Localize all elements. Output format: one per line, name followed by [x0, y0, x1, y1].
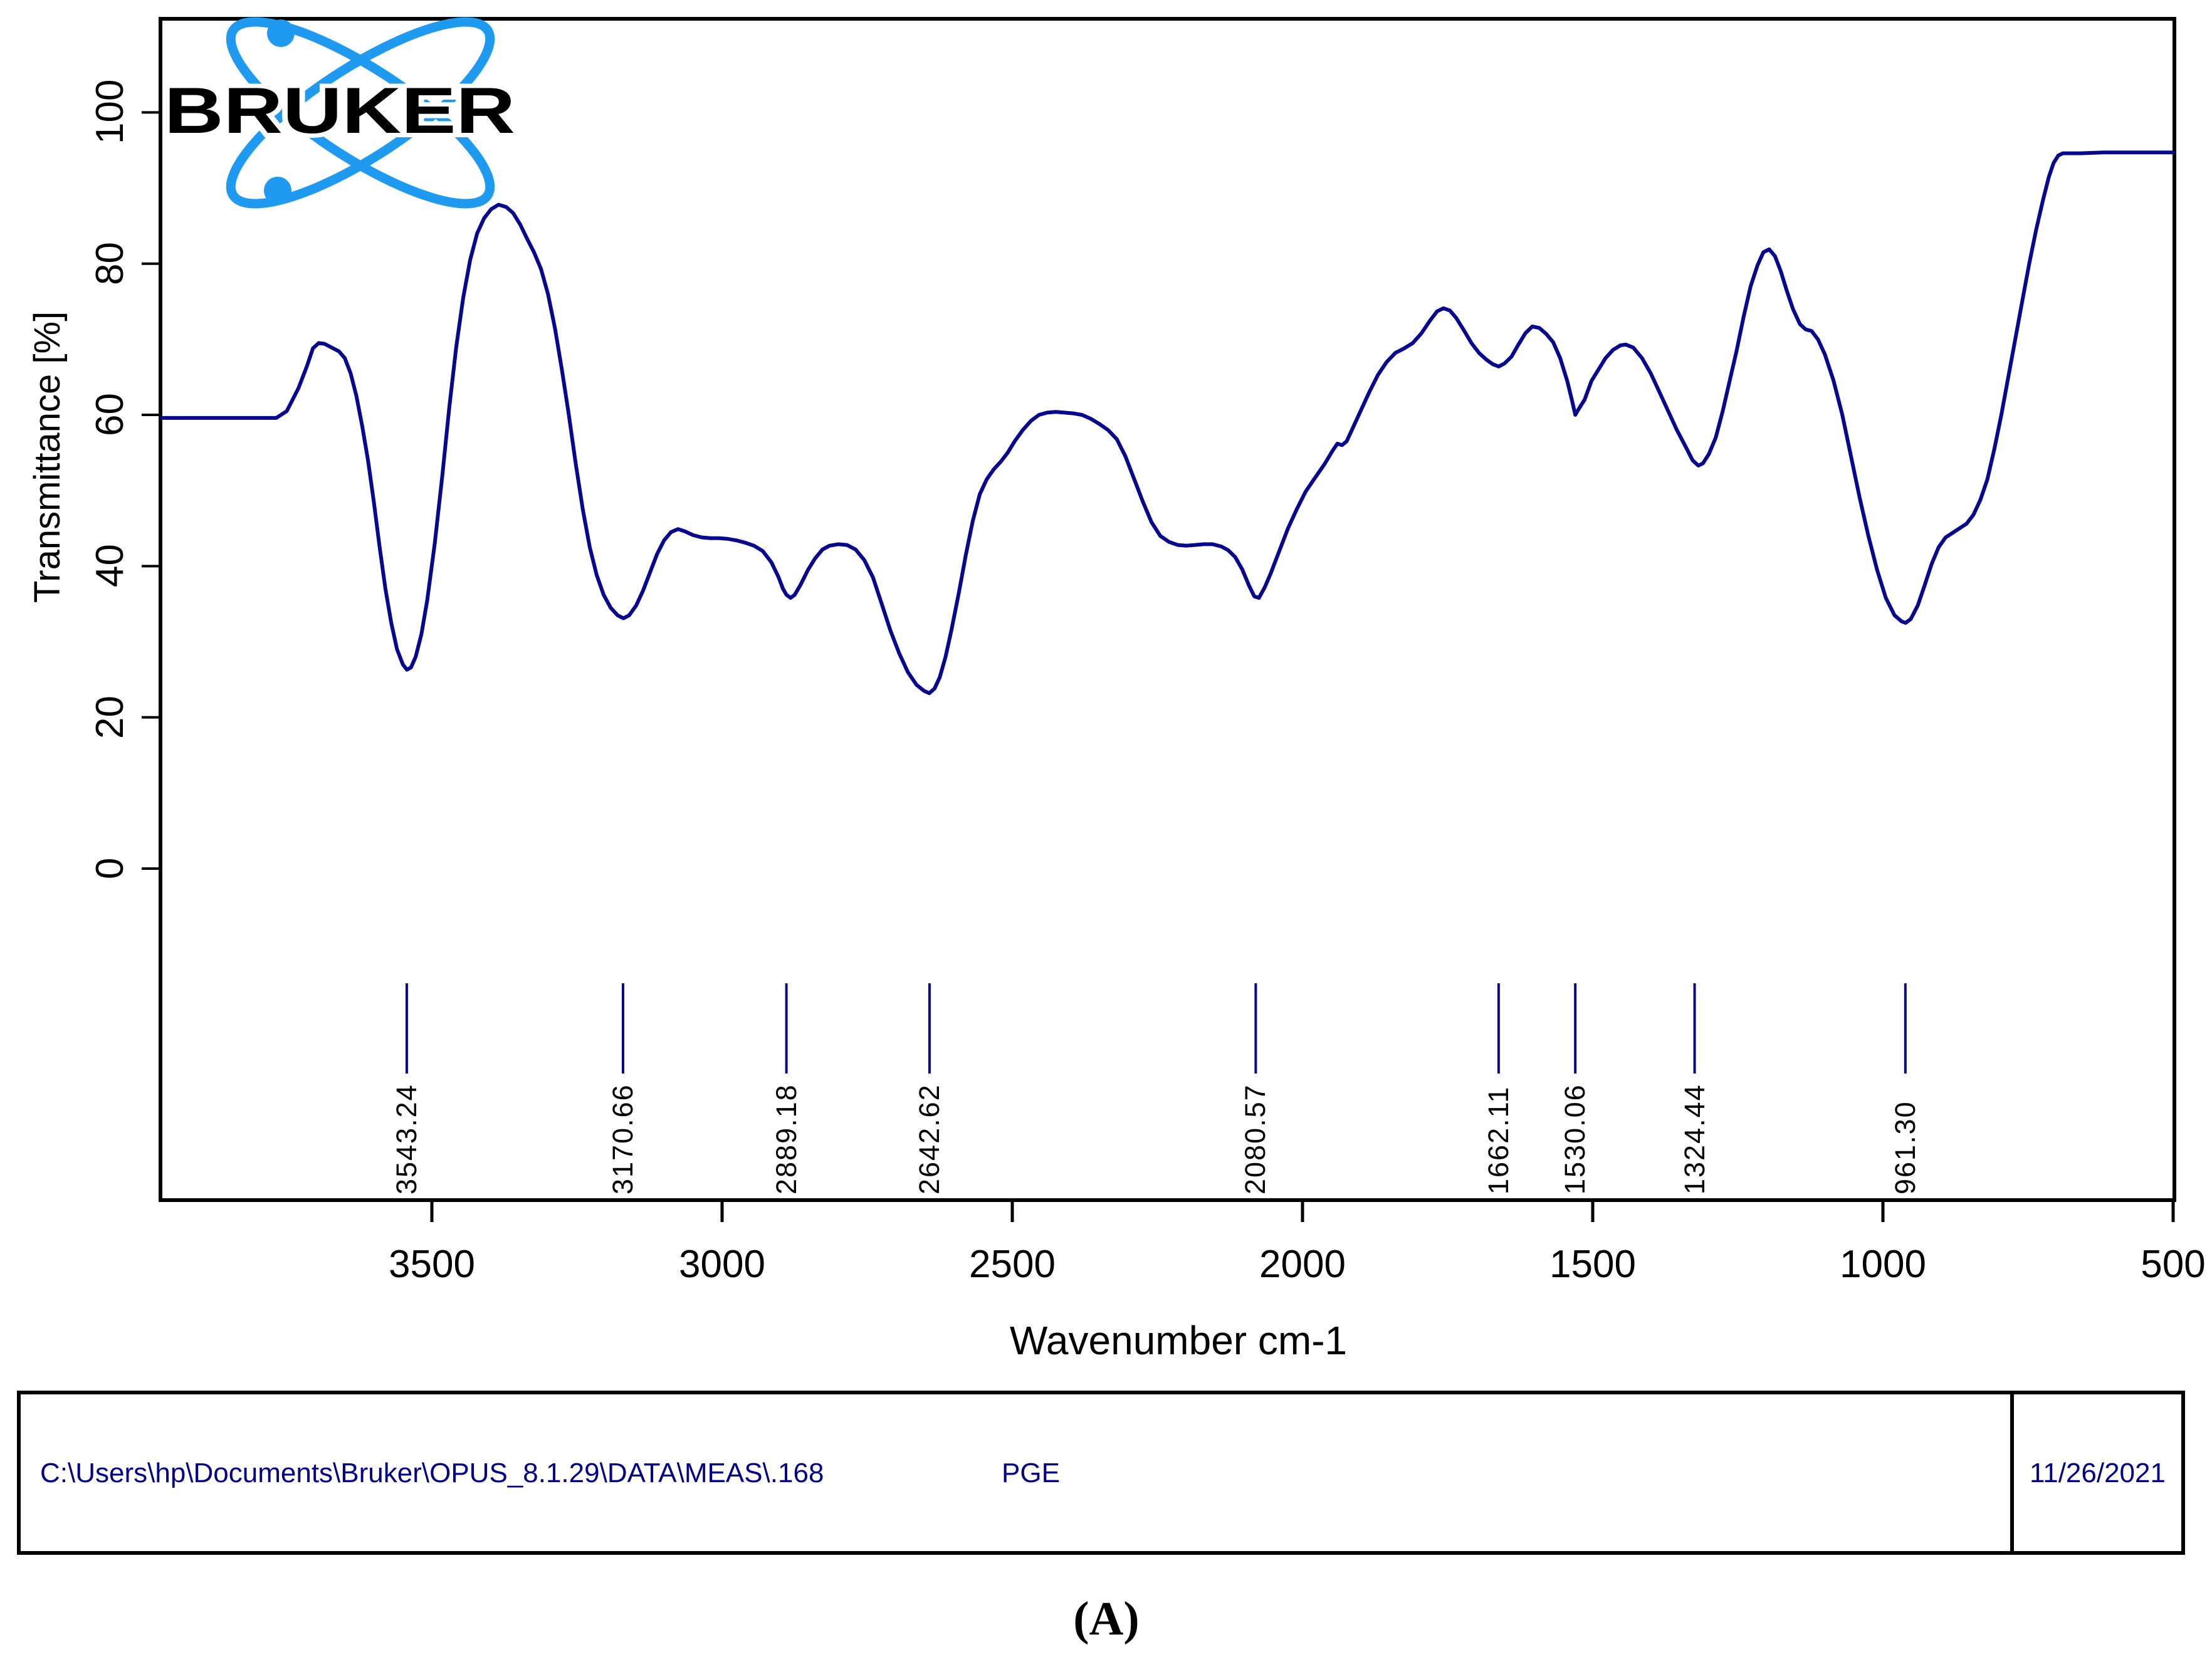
peak-label-2080.57: 2080.57: [1239, 1084, 1272, 1194]
peak-label-3170.66: 3170.66: [606, 1084, 639, 1194]
figure-caption: (A): [1073, 1592, 1140, 1645]
bruker-logo-text: BRUKER: [164, 75, 515, 147]
x-tick-label-3500: 3500: [389, 1243, 475, 1286]
y-tick-label-0: 0: [88, 857, 132, 879]
footer-file-path: C:\Users\hp\Documents\Bruker\OPUS_8.1.29…: [40, 1458, 824, 1488]
peak-label-3543.24: 3543.24: [390, 1084, 422, 1194]
peak-label-2642.62: 2642.62: [913, 1084, 945, 1194]
footer-border: [17, 1391, 2185, 1555]
peak-label-2889.18: 2889.18: [770, 1084, 802, 1194]
x-tick-label-1000: 1000: [1840, 1243, 1926, 1286]
logo-ellipse-up-icon: [226, 17, 495, 209]
y-tick-label-100: 100: [88, 79, 132, 145]
footer-sample-name: PGE: [1002, 1458, 1060, 1488]
spectrum-curve: [160, 150, 2175, 696]
y-tick-label-40: 40: [88, 544, 132, 588]
peak-marker-lines: [405, 983, 1907, 1074]
peak-label-1530.06: 1530.06: [1559, 1084, 1591, 1194]
footer-date: 11/26/2021: [2030, 1458, 2166, 1488]
y-tick-label-60: 60: [88, 393, 132, 437]
x-tick-label-2500: 2500: [969, 1243, 1056, 1286]
peak-label-961.30: 961.30: [1889, 1100, 1921, 1194]
y-axis-title: Transmittance [%]: [27, 311, 68, 603]
x-tick-label-2000: 2000: [1259, 1243, 1346, 1286]
logo-electron-top-icon: [267, 19, 295, 47]
footer-box: [17, 1391, 2185, 1555]
x-axis-ticks: [430, 1200, 2175, 1222]
x-tick-label-1500: 1500: [1549, 1243, 1636, 1286]
logo-ellipse-down-icon: [226, 17, 495, 209]
x-axis-title: Wavenumber cm-1: [1009, 1318, 1348, 1363]
bruker-logo: BRUKER: [160, 17, 520, 209]
logo-electron-bottom-icon: [264, 177, 291, 204]
x-tick-label-3000: 3000: [679, 1243, 765, 1286]
y-axis-ticks: [142, 111, 159, 870]
plot-border: [159, 17, 2176, 1202]
y-tick-label-80: 80: [88, 241, 132, 285]
x-tick-label-500: 500: [2141, 1243, 2206, 1286]
peak-label-1662.11: 1662.11: [1482, 1085, 1514, 1194]
y-tick-label-20: 20: [88, 695, 132, 739]
peak-label-1324.44: 1324.44: [1678, 1084, 1711, 1194]
